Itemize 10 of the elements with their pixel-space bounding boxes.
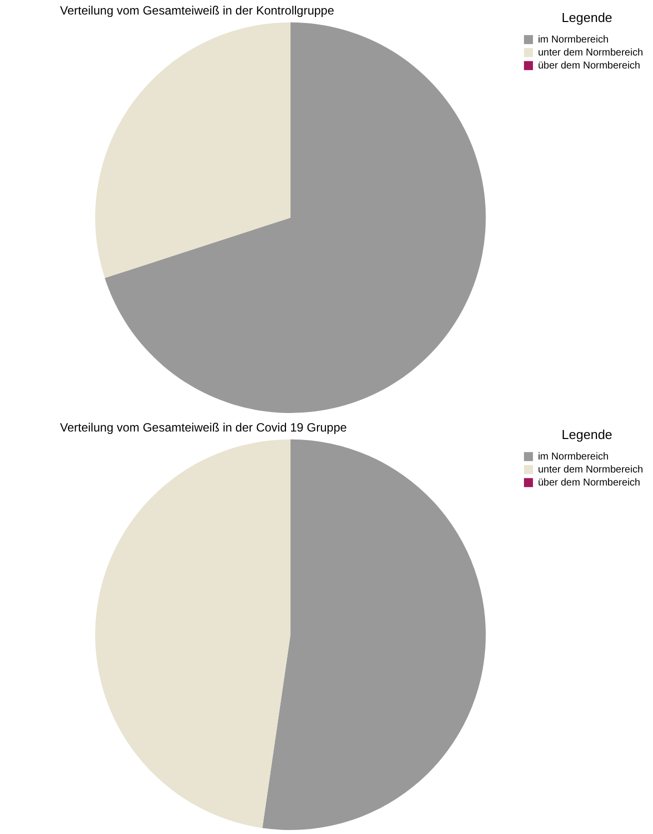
legend-label: über dem Normbereich bbox=[538, 60, 640, 72]
legend-title: Legende bbox=[562, 427, 612, 442]
legend-label: unter dem Normbereich bbox=[538, 464, 644, 476]
legend-label: unter dem Normbereich bbox=[538, 47, 644, 58]
legend-title: Legende bbox=[562, 10, 612, 26]
legend-label: im Normbereich bbox=[538, 451, 609, 462]
legend-label: über dem Normbereich bbox=[538, 477, 640, 488]
legend-label: im Normbereich bbox=[538, 34, 609, 46]
chart-title: Verteilung vom Gesamteiweiß in der Kontrollgruppe bbox=[60, 4, 334, 18]
chart-title: Verteilung vom Gesamteiweiß in der Covid 19 Gruppe bbox=[60, 420, 348, 435]
